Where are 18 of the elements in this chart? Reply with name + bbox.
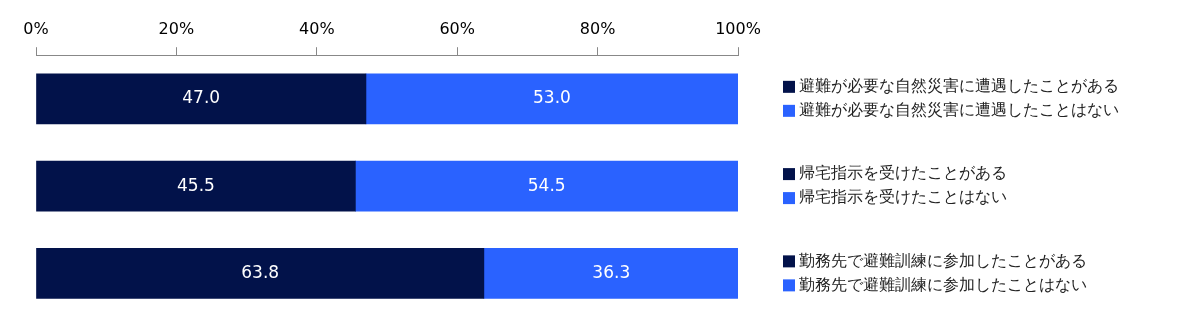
data-label: 36.3 [592, 261, 631, 282]
data-label: 54.5 [527, 174, 566, 195]
x-tick-label: 100% [715, 18, 761, 38]
data-label: 53.0 [533, 87, 571, 108]
legend-label: 勤務先で避難訓練に参加したことがある [799, 250, 1087, 270]
legend-label: 避難が必要な自然災害に遭遇したことがある [799, 75, 1119, 95]
data-label: 63.8 [241, 261, 280, 282]
x-tick-label: 20% [158, 18, 195, 38]
legend-label: 帰宅指示を受けたことはない [799, 187, 1007, 207]
x-tick-label: 60% [439, 18, 475, 38]
legend-label: 勤務先で避難訓練に参加したことはない [799, 274, 1087, 294]
data-label: 47.0 [182, 87, 221, 108]
x-tick-label: 80% [579, 18, 616, 38]
x-tick-label: 0% [23, 18, 49, 38]
legend-label: 避難が必要な自然災害に遭遇したことはない [799, 99, 1119, 119]
legend-label: 帰宅指示を受けたことがある [799, 163, 1007, 183]
x-tick-label: 40% [299, 18, 335, 38]
data-label: 45.5 [177, 174, 215, 195]
